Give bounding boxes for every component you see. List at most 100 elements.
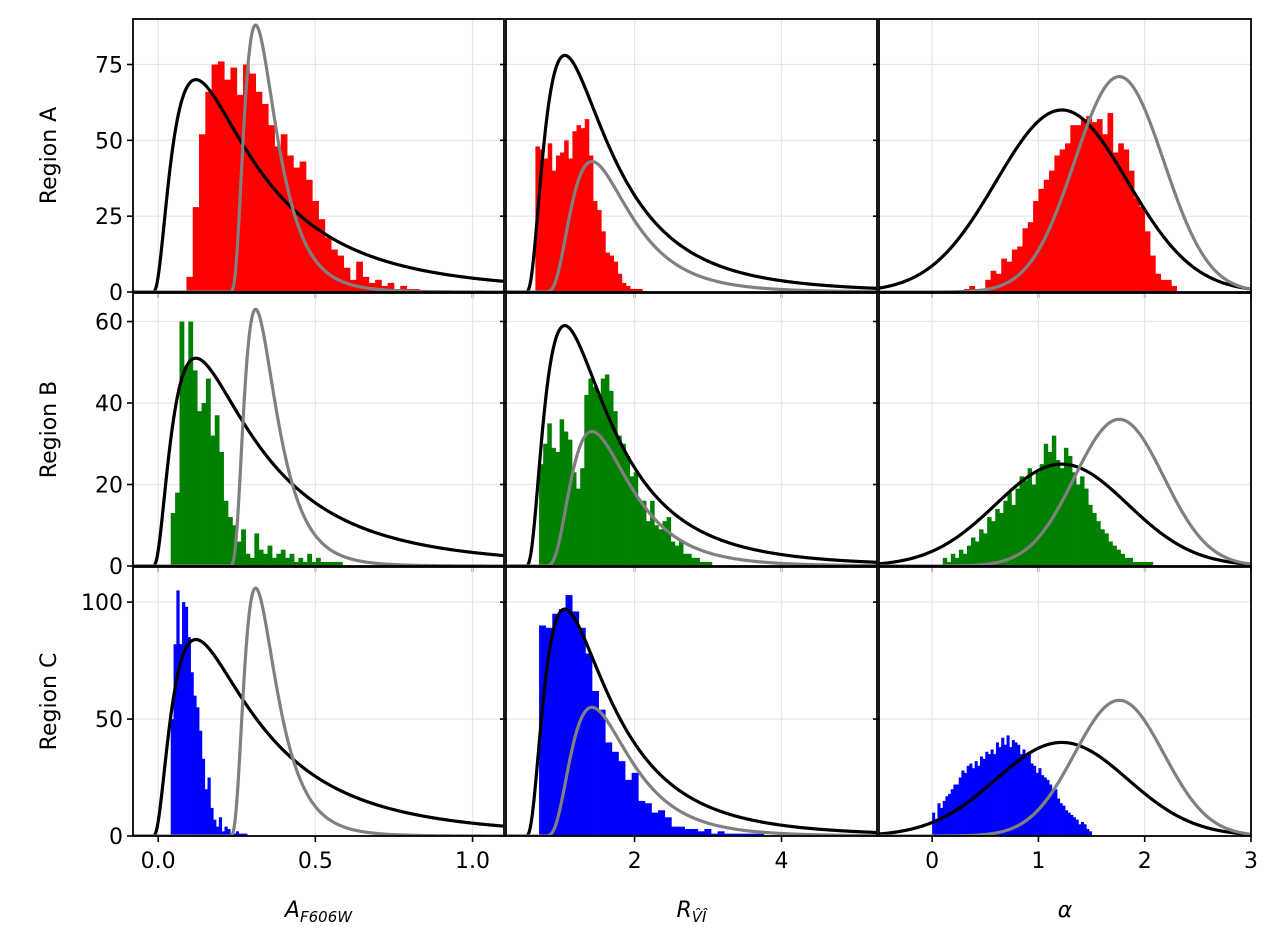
- histogram-bar: [387, 282, 395, 292]
- histogram-bar: [995, 273, 1002, 292]
- histogram-bar: [227, 828, 231, 836]
- histogram-bar: [274, 146, 282, 292]
- histogram-bar: [961, 770, 965, 836]
- histogram-bar: [670, 541, 676, 566]
- histogram-bar: [1072, 472, 1077, 566]
- histogram-bar: [1051, 791, 1055, 836]
- histogram-bar: [650, 500, 655, 566]
- histogram-bar: [625, 455, 630, 566]
- y-tick-label: 0: [109, 825, 123, 850]
- axes-frame: [132, 18, 505, 293]
- histogram-bar: [629, 476, 635, 566]
- histogram-bar: [982, 758, 986, 836]
- histogram-bar: [236, 541, 242, 566]
- histogram-bar: [179, 644, 183, 836]
- histogram-bar: [331, 249, 338, 292]
- y-tick-label: 75: [95, 54, 123, 79]
- histogram-bar: [1027, 222, 1034, 292]
- histogram-bar: [567, 439, 573, 566]
- histogram-bar: [213, 819, 217, 836]
- histogram-bar: [551, 447, 556, 566]
- histogram-bar: [671, 826, 679, 836]
- histogram-bar: [199, 730, 203, 836]
- histogram-bar: [249, 557, 255, 566]
- histogram-bar: [255, 91, 263, 292]
- histogram-bar: [1072, 817, 1077, 836]
- axes-frame: [878, 292, 1252, 567]
- histogram-bar: [737, 833, 745, 836]
- histogram-bar: [302, 561, 308, 566]
- histogram-bar: [287, 155, 294, 292]
- curve-black: [133, 637, 504, 836]
- histogram-bar: [1080, 119, 1087, 292]
- histogram-bar: [318, 219, 326, 292]
- histogram-bar: [555, 451, 561, 566]
- histogram: [539, 374, 713, 566]
- row-label-a: Region A: [37, 107, 62, 204]
- histogram-bar: [1075, 819, 1079, 836]
- histogram-bar: [1047, 451, 1053, 566]
- histogram-bar: [219, 451, 224, 566]
- axes-frame: [132, 566, 505, 837]
- histogram-bar: [977, 765, 981, 836]
- histogram: [942, 435, 1154, 566]
- histogram-bar: [588, 155, 594, 292]
- histogram-bar: [1124, 557, 1129, 566]
- histogram-bar: [1086, 828, 1090, 836]
- histogram-bar: [1132, 561, 1138, 566]
- histogram-bar: [710, 833, 718, 836]
- histogram-bar: [1067, 812, 1071, 836]
- histogram-bar: [683, 553, 688, 566]
- histogram-bar: [184, 606, 189, 836]
- histogram-bar: [630, 288, 635, 292]
- histogram-bar: [1059, 468, 1065, 566]
- histogram-bar: [1039, 464, 1045, 566]
- panel-a-av: 0 25 50 75: [95, 18, 505, 306]
- histogram-bar: [1009, 747, 1013, 836]
- histogram-bar: [967, 545, 972, 566]
- row-label-b: Region B: [37, 381, 62, 478]
- histogram-bar: [983, 533, 988, 566]
- histogram-bar: [1100, 529, 1105, 566]
- curve-black: [506, 324, 877, 566]
- histogram-bar: [1054, 789, 1058, 836]
- histogram-bar: [1022, 228, 1029, 292]
- histogram-bar: [543, 158, 549, 292]
- histogram-bar: [1027, 751, 1031, 836]
- histogram-bar: [580, 128, 586, 292]
- histogram-bar: [1144, 231, 1151, 292]
- histogram-bar: [170, 719, 174, 836]
- histogram-bar: [170, 513, 176, 566]
- histogram-bar: [987, 754, 991, 836]
- histogram-bar: [400, 285, 407, 292]
- histogram-bar: [1019, 476, 1024, 566]
- histogram-bar: [1054, 155, 1061, 292]
- histogram-bar: [1104, 533, 1109, 566]
- histogram: [186, 61, 420, 292]
- y-tick-label: 60: [95, 311, 123, 336]
- axes-frame: [505, 18, 878, 293]
- histogram-bar: [611, 751, 619, 836]
- histogram-bar: [1067, 455, 1073, 566]
- histogram-bar: [625, 779, 633, 836]
- panel-c-av: 0 50 100 0.0 0.5 1.0: [81, 566, 505, 874]
- histogram-bar: [1027, 468, 1033, 566]
- histogram-bar: [1030, 763, 1034, 836]
- histogram-bar: [1107, 113, 1114, 292]
- histogram-bar: [210, 435, 216, 566]
- histogram-bar: [196, 707, 200, 836]
- histogram-bar: [197, 411, 202, 566]
- histogram-bar: [1015, 488, 1020, 566]
- histogram-bar: [584, 119, 590, 292]
- histogram-bar: [545, 627, 553, 836]
- histogram-bar: [293, 561, 299, 566]
- histogram-bar: [210, 807, 214, 836]
- histogram-bar: [985, 279, 991, 292]
- histogram-bar: [543, 443, 548, 566]
- histogram: [170, 590, 248, 836]
- histogram-bar: [608, 390, 614, 566]
- histogram-bar: [684, 828, 692, 836]
- histogram-bar: [224, 826, 228, 836]
- histogram-bar: [638, 288, 643, 292]
- histogram-bar: [613, 411, 618, 566]
